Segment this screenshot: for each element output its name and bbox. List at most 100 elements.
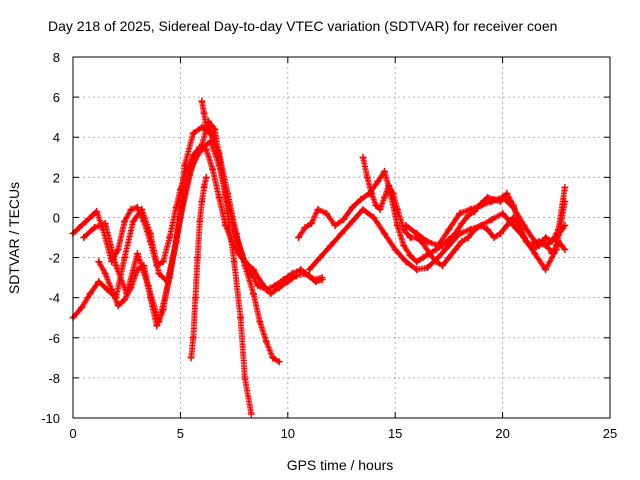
x-tick-label: 5: [177, 426, 184, 441]
data-point: [166, 234, 174, 241]
data-point: [432, 246, 440, 254]
data-point: [211, 125, 219, 133]
data-point: [80, 234, 88, 241]
data-point: [172, 238, 180, 246]
data-point: [224, 189, 232, 197]
data-point: [295, 234, 303, 241]
data-point: [159, 258, 167, 266]
data-point: [402, 258, 410, 266]
data-point: [434, 254, 442, 262]
data-point: [198, 97, 206, 105]
data-point: [413, 229, 421, 237]
data-point: [121, 254, 129, 262]
data-point: [310, 276, 318, 284]
x-axis-title: GPS time / hours: [287, 457, 394, 473]
y-tick-label: -8: [48, 371, 60, 386]
data-point: [561, 246, 569, 254]
data-point: [389, 189, 397, 197]
data-point: [413, 258, 421, 266]
data-point: [275, 358, 283, 366]
data-point: [292, 272, 300, 280]
data-point: [247, 410, 255, 418]
data-point: [380, 167, 388, 175]
data-point: [327, 242, 335, 250]
data-point: [531, 238, 539, 246]
y-tick-label: -2: [48, 251, 60, 266]
data-point: [423, 238, 431, 246]
data-point: [380, 229, 388, 237]
data-point: [542, 242, 550, 250]
data-point: [133, 203, 141, 211]
data-point: [438, 262, 446, 270]
data-point: [301, 270, 309, 278]
data-point: [357, 195, 365, 203]
data-point: [108, 286, 116, 294]
y-tick-label: -4: [48, 291, 60, 306]
data-point: [90, 223, 98, 231]
data-point: [127, 205, 135, 213]
data-point: [258, 280, 266, 288]
data-point: [191, 294, 199, 302]
data-point: [288, 270, 296, 278]
series-marker-trail: [95, 124, 281, 364]
data-point: [155, 270, 163, 278]
data-point: [363, 173, 371, 181]
data-point: [127, 284, 135, 292]
data-point: [503, 189, 511, 197]
x-tick-label: 0: [69, 426, 76, 441]
data-point: [237, 314, 245, 322]
data-point: [146, 294, 154, 302]
data-point: [140, 262, 148, 270]
data-point: [464, 234, 472, 241]
data-point: [374, 177, 382, 185]
data-point: [548, 250, 556, 258]
plot-frame: [72, 56, 611, 419]
data-point: [372, 201, 380, 209]
data-point: [368, 189, 376, 197]
data-point: [95, 258, 103, 266]
data-point: [133, 250, 141, 258]
data-point: [314, 205, 322, 213]
y-axis-title: SDTVAR / TECUs: [6, 182, 22, 294]
data-point: [393, 205, 401, 213]
data-point: [445, 254, 453, 262]
data-point: [522, 238, 530, 246]
data-point: [249, 266, 257, 274]
series-track-10: [402, 193, 569, 250]
x-tick-label: 15: [388, 426, 402, 441]
data-point: [153, 322, 161, 330]
data-point: [413, 266, 421, 274]
data-point: [101, 270, 109, 278]
data-point: [275, 284, 283, 292]
data-point: [114, 246, 122, 254]
data-point: [484, 193, 492, 201]
data-point: [75, 223, 83, 231]
y-tick-label: -10: [41, 411, 60, 426]
data-point: [129, 217, 137, 225]
data-point: [385, 181, 393, 189]
data-point: [561, 197, 569, 205]
y-tick-label: 4: [53, 130, 60, 145]
data-point: [471, 225, 479, 233]
data-point: [391, 246, 399, 254]
data-point: [269, 354, 277, 362]
data-point: [490, 234, 498, 241]
data-point: [200, 183, 208, 191]
data-point: [206, 127, 214, 135]
data-point: [95, 278, 103, 286]
data-point: [316, 254, 324, 262]
data-point: [516, 225, 524, 233]
data-point: [531, 250, 539, 258]
data-point: [262, 338, 270, 346]
data-point: [503, 221, 511, 229]
data-series: [69, 97, 569, 418]
tick-marks: [72, 56, 611, 419]
data-point: [338, 229, 345, 237]
data-point: [209, 165, 217, 173]
data-point: [202, 123, 210, 131]
data-point: [423, 264, 431, 272]
data-point: [305, 266, 313, 274]
data-point: [204, 117, 212, 125]
data-point: [133, 266, 141, 274]
